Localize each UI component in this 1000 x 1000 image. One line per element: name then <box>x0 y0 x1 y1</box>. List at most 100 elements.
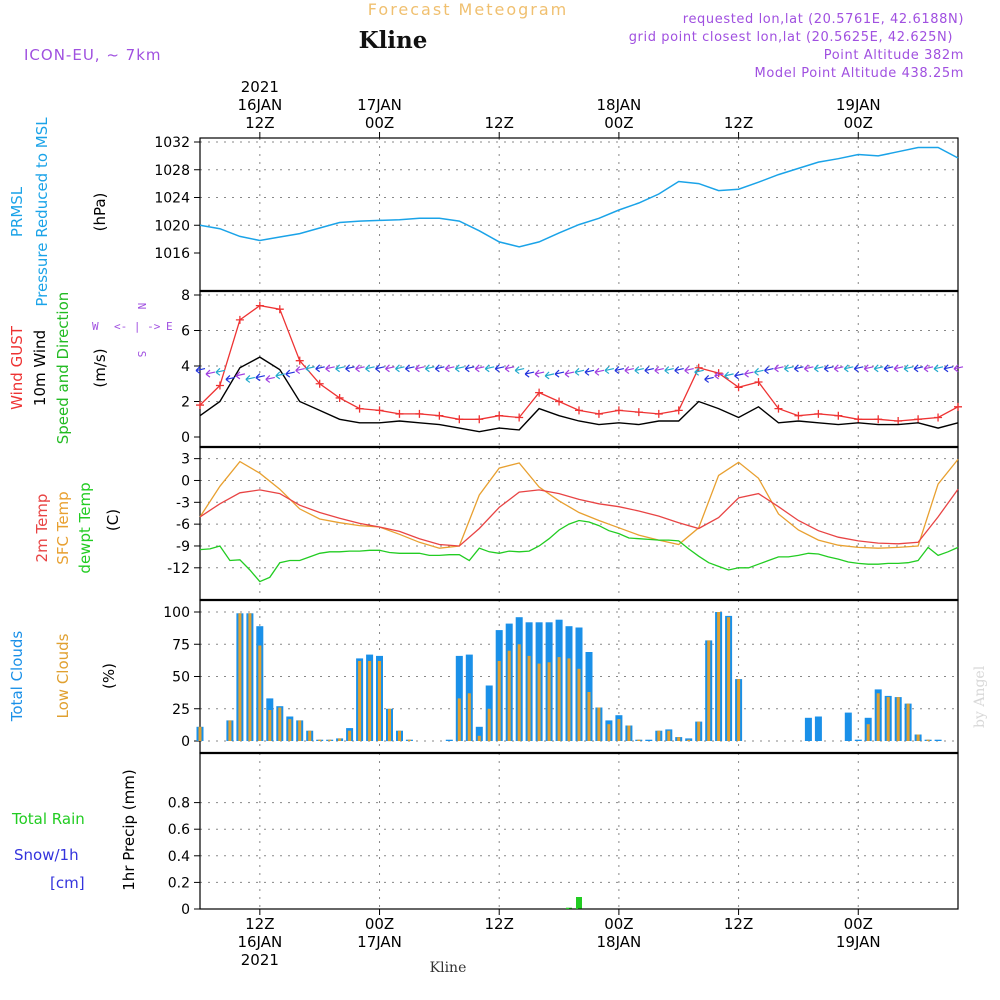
wind-direction-arrow <box>574 367 585 376</box>
clouds-unit: (%) <box>100 663 118 689</box>
low-cloud-bar <box>926 739 930 741</box>
gust-marker <box>674 406 683 415</box>
wind-direction-arrow <box>774 364 784 373</box>
requested-coords: requested lon,lat (20.5761E, 42.6188N) <box>683 12 964 27</box>
wind-direction-arrow <box>434 364 445 373</box>
rain-bar <box>566 907 572 909</box>
wind-direction-arrow <box>504 364 515 373</box>
gust-marker <box>634 408 643 417</box>
top-hour-label: 12Z <box>485 114 514 132</box>
wind-direction-arrow <box>424 364 435 373</box>
wind-direction-arrow <box>793 364 804 373</box>
pressure-panel: 1016 1020 1024 1028 1032 <box>154 135 959 292</box>
direction-label: Speed and Direction <box>54 292 72 445</box>
low-cloud-bar <box>288 719 292 741</box>
gust-label: Wind GUST <box>8 325 26 410</box>
wind-direction-arrow <box>913 364 924 373</box>
low-cloud-bar <box>687 739 691 741</box>
temp-unit: (C) <box>104 509 122 531</box>
gust-marker <box>575 406 583 415</box>
wind-direction-arrow <box>225 375 236 383</box>
bottom-hour-label: 12Z <box>485 915 514 933</box>
y-tick-label: 0 <box>181 473 190 489</box>
wind-direction-arrow <box>634 366 644 375</box>
gust-marker <box>515 413 524 422</box>
y-tick-label: 0.6 <box>168 822 190 838</box>
total-cloud-bar <box>854 739 862 741</box>
wind-direction-arrow <box>484 364 495 373</box>
gust-marker <box>874 415 883 424</box>
low-cloud-bar <box>727 617 731 741</box>
wind-direction-arrow <box>295 366 305 375</box>
low-cloud-bar <box>398 730 401 741</box>
total-cloud-bar <box>814 716 822 741</box>
total-rain-label: Total Rain <box>11 810 85 828</box>
low-cloud-bar <box>577 668 581 741</box>
wind-direction-arrow <box>414 364 425 373</box>
wind-direction-arrow <box>674 366 684 375</box>
compass-east: E <box>166 320 173 333</box>
gust-marker <box>814 409 823 418</box>
compass-south: S <box>135 351 148 358</box>
gust-marker <box>475 415 484 424</box>
temperature-panel: -12 -9 -6 -3 0 3 <box>167 446 959 601</box>
low-cloud-bar <box>378 661 381 741</box>
credit-watermark: by Angel <box>972 665 988 728</box>
wind-direction-arrow <box>345 364 355 373</box>
low-cloud-bar <box>906 703 910 741</box>
compass-north: N <box>135 303 148 310</box>
chart-title: Forecast Meteogram <box>368 0 568 19</box>
wind-direction-arrow <box>903 364 914 373</box>
low-cloud-bar <box>916 734 920 741</box>
low-cloud-bar <box>238 613 242 741</box>
gust-marker <box>335 393 344 402</box>
bottom-hour-label: 12Z <box>245 915 274 933</box>
wind-unit: (m/s) <box>91 348 109 387</box>
wind-direction-arrow <box>474 364 485 373</box>
gust-marker <box>555 397 564 406</box>
wind-direction-arrow <box>883 364 894 373</box>
y-tick-label: 0 <box>181 902 190 918</box>
compass-arrow: <- | -> <box>114 320 161 333</box>
low-cloud-bar <box>677 737 681 741</box>
y-tick-label: 1016 <box>154 246 190 262</box>
wind-direction-arrow <box>684 366 694 375</box>
y-tick-label: 1024 <box>154 191 190 207</box>
wind-direction-arrow <box>803 364 814 373</box>
wind-direction-arrow <box>853 364 864 373</box>
low-cloud-bar <box>457 698 461 741</box>
wind-direction-arrow <box>694 367 704 376</box>
wind-direction-arrow <box>933 364 944 373</box>
wind-direction-arrow <box>534 369 545 378</box>
wind-direction-arrow <box>215 367 226 376</box>
wind-direction-arrow <box>953 364 964 373</box>
wind-direction-arrow <box>305 364 315 373</box>
pressure-label-long: Pressure Reduced to MSL <box>33 117 51 307</box>
gust-marker <box>734 383 743 392</box>
y-tick-label: 0.8 <box>168 796 190 812</box>
low-cloud-bar <box>487 708 491 742</box>
gust-marker <box>934 413 943 422</box>
wind-direction-arrow <box>564 369 575 378</box>
top-hour-label: 00Z <box>365 114 394 132</box>
low-cloud-bar <box>368 661 372 741</box>
gust-marker <box>355 404 364 413</box>
gust-marker <box>614 406 623 415</box>
wind-direction-arrow <box>315 364 325 373</box>
wind-direction-arrow <box>355 364 365 373</box>
wind-direction-arrow <box>285 369 295 378</box>
y-tick-label: 50 <box>172 670 190 686</box>
station-name: Kline <box>359 27 428 54</box>
gust-marker <box>854 415 863 424</box>
gust-marker <box>455 415 464 424</box>
low-cloud-bar <box>667 730 671 741</box>
low-cloud-bar <box>318 739 322 741</box>
low-cloud-bar <box>866 724 870 741</box>
wind-direction-arrow <box>704 375 714 383</box>
wind10m-label: 10m Wind <box>31 330 49 406</box>
low-cloud-bar <box>467 693 471 741</box>
y-tick-label: 2 <box>181 395 190 411</box>
low-cloud-bar <box>198 726 202 741</box>
gust-line <box>199 304 959 422</box>
